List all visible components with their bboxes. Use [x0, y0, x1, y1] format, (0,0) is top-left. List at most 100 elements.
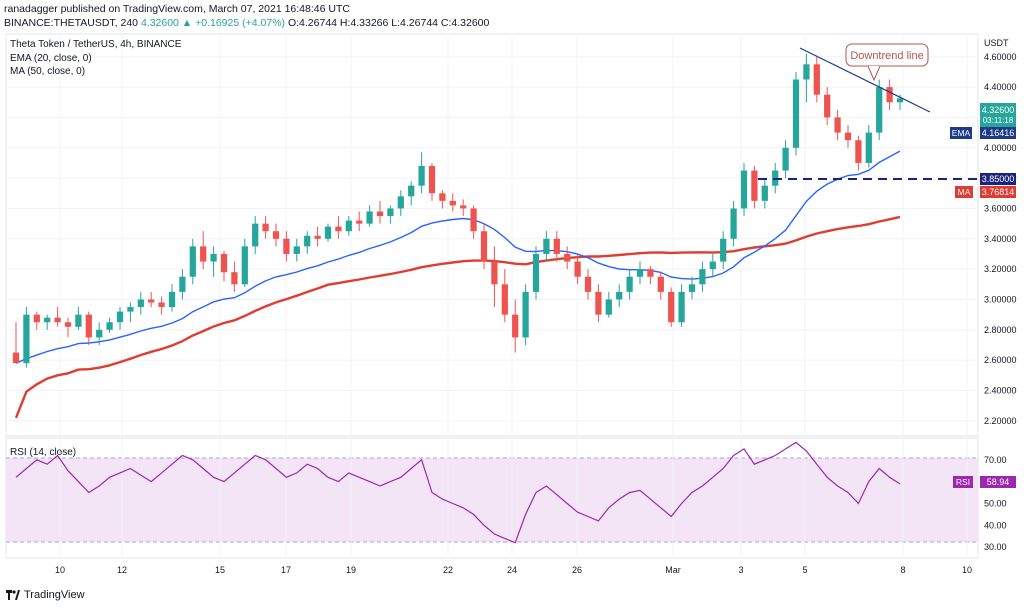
footer: TradingView	[0, 586, 300, 606]
candle-down	[647, 269, 654, 277]
candle-down	[449, 200, 456, 206]
candle-up	[106, 322, 113, 330]
candle-down	[376, 211, 384, 217]
candle-up	[688, 284, 696, 292]
time-tick-label: 17	[281, 565, 291, 575]
candle-up	[397, 196, 404, 209]
ema-value-badge	[980, 127, 1016, 139]
ma-value-text: 3.76814	[982, 187, 1015, 197]
rsi-value-text: 58.94	[987, 477, 1010, 487]
price-tick-label: 2.60000	[984, 355, 1017, 365]
rsi-band	[6, 458, 978, 542]
candle-up	[189, 246, 196, 277]
candle-down	[64, 322, 72, 327]
chart-title: Theta Token / TetherUS, 4h, BINANCE	[10, 39, 182, 50]
price-tick-label: 4.00000	[984, 143, 1017, 153]
ohlc-values: O:4.26744 H:4.33266 L:4.26744 C:4.32600	[287, 17, 490, 29]
candle-down	[54, 317, 61, 323]
candle-up	[865, 132, 872, 163]
time-tick-label: 5	[802, 565, 807, 575]
candle-up	[709, 261, 716, 270]
price-badge-timer: 03:11:18	[983, 116, 1014, 125]
candle-down	[314, 235, 321, 239]
rsi-line	[15, 441, 901, 544]
candle-down	[335, 226, 342, 232]
callout-box	[845, 43, 929, 67]
candle-down	[428, 165, 436, 194]
price-pane	[5, 33, 979, 437]
candle-down	[855, 140, 862, 163]
candle-up	[304, 235, 311, 247]
candle-up	[803, 64, 810, 80]
candle-up	[75, 314, 82, 327]
rsi-tick-label: 70.00	[984, 455, 1007, 465]
candle-down	[231, 272, 238, 285]
candle-up	[44, 317, 51, 323]
rsi-layer	[15, 441, 901, 544]
candle-up	[740, 170, 748, 209]
price-tick-label: 2.20000	[984, 416, 1017, 426]
ma50-line	[14, 215, 901, 419]
candle-up	[522, 291, 529, 338]
candle-down	[148, 299, 155, 303]
ma-value-badge	[980, 186, 1016, 198]
candle-up	[366, 211, 373, 224]
chart-header: ranadagger published on TradingView.com,…	[0, 0, 1024, 32]
ma-label-badge	[955, 186, 973, 198]
symbol-info: BINANCE:THETAUSDT, 240 4.32600 ▲ +0.1692…	[4, 17, 489, 29]
time-tick-label: 15	[215, 565, 225, 575]
candle-down	[824, 94, 831, 118]
candle-down	[272, 231, 280, 239]
ema-label-badge	[950, 127, 972, 139]
candle-down	[460, 205, 467, 209]
candle-up	[387, 208, 394, 217]
price-chart[interactable]: 4.600004.400004.200004.000003.800003.600…	[0, 0, 1024, 586]
candle-up	[23, 314, 30, 364]
candle-down	[751, 170, 758, 201]
price-tick-label: 3.60000	[984, 203, 1017, 213]
candle-up	[876, 87, 883, 133]
symbol-line: BINANCE:THETAUSDT, 240	[4, 17, 139, 29]
candle-down	[283, 238, 290, 254]
time-tick-label: 8	[900, 565, 905, 575]
candle-up	[616, 291, 623, 300]
candle-down	[470, 208, 477, 232]
time-tick-label: 10	[962, 565, 972, 575]
price-tick-label: 4.60000	[984, 52, 1017, 62]
time-tick-label: 24	[507, 565, 517, 575]
downtrend-callout: Downtrend line	[845, 43, 929, 82]
candle-down	[480, 231, 488, 262]
candle-up	[252, 223, 259, 247]
candle-down	[564, 253, 571, 262]
candle-down	[12, 352, 20, 364]
ma-layer	[14, 150, 901, 419]
ma-legend: MA (50, close, 0)	[10, 66, 85, 77]
candle-down	[574, 261, 581, 277]
ma-label-text: MA	[958, 187, 971, 197]
candle-up	[792, 79, 800, 148]
ema-label-text: EMA	[952, 128, 971, 138]
support-badge	[980, 173, 1016, 185]
ema-value-text: 4.16416	[982, 128, 1015, 138]
price-tick-label: 3.40000	[984, 234, 1017, 244]
candle-down	[439, 193, 446, 201]
candle-down	[33, 314, 40, 323]
candle-up	[116, 311, 124, 323]
candle-up	[678, 291, 685, 323]
rsi-label-badge	[953, 476, 973, 488]
price-badge	[980, 103, 1016, 127]
candle-down	[356, 220, 363, 224]
candle-down	[491, 261, 498, 285]
candle-down	[813, 64, 820, 95]
candle-up	[532, 253, 540, 292]
candle-up	[179, 276, 186, 292]
candle-up	[730, 208, 737, 239]
candle-down	[553, 238, 560, 254]
candle-up	[543, 238, 550, 254]
rsi-tick-label: 30.00	[984, 542, 1007, 552]
price-tick-label: 2.80000	[984, 325, 1017, 335]
candle-down	[512, 314, 519, 338]
rsi-label-text: RSI	[956, 477, 970, 487]
candle-down	[501, 284, 508, 315]
time-tick-label: Mar	[665, 565, 681, 575]
